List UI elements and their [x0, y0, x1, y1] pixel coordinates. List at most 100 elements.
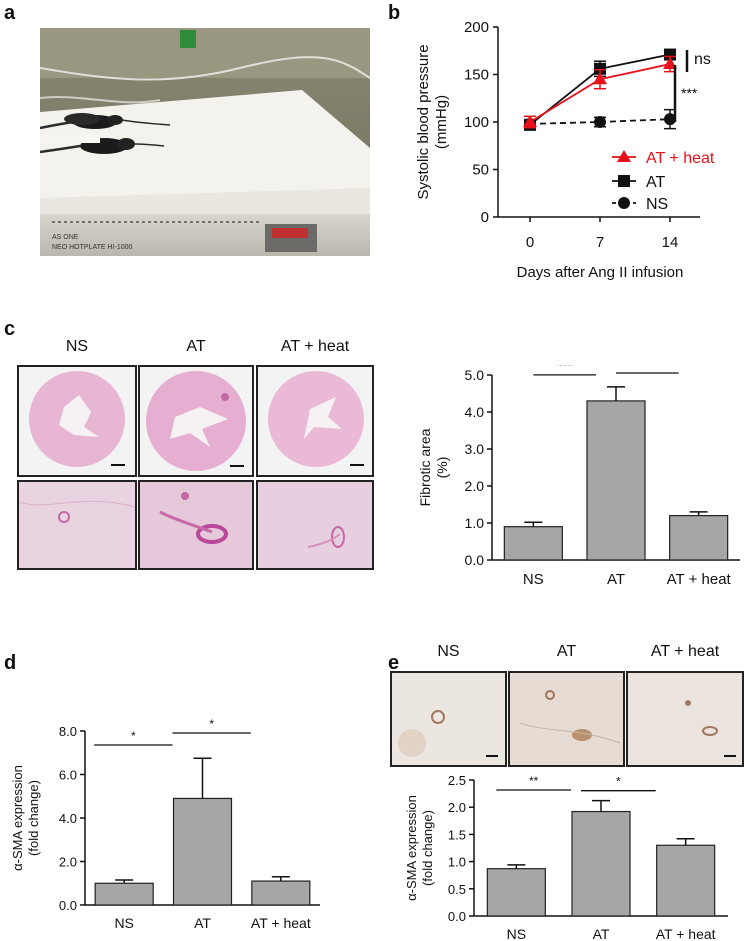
y-axis-label-d: α-SMA expression: [10, 765, 25, 871]
panel-c-col-ns: NS: [65, 338, 89, 355]
y-axis-label-c: (%): [434, 457, 450, 479]
bar-e-1: [571, 810, 631, 917]
panel-label-d: d: [4, 652, 17, 674]
x-tick-label-b: 7: [596, 234, 604, 251]
bar-c-2: [669, 515, 729, 561]
y-tick-label-d: 6.0: [59, 768, 77, 783]
significance-label-e-1: *: [616, 775, 621, 789]
y-tick-label-b: 100: [464, 114, 489, 131]
y-tick-label-e: 2.5: [448, 773, 466, 788]
legend-marker-2: [618, 197, 630, 209]
y-tick-label-e: 2.0: [448, 800, 466, 815]
y-tick-label-c: 1.0: [465, 515, 485, 531]
y-tick-label-c: 5.0: [465, 367, 485, 383]
legend-label-0: AT + heat: [646, 150, 715, 167]
legend-marker-0: [617, 150, 631, 162]
heart-zoom-at-heat: [256, 480, 374, 570]
chart-b: 0 50 100 150 200 0 7 14 Days after Ang II infusi…: [415, 19, 715, 281]
point-b-0-0: [523, 115, 537, 127]
panel-label-c: c: [4, 318, 16, 340]
panel-label-a: a: [4, 2, 16, 24]
y-tick-label-e: 0.0: [448, 909, 466, 924]
panel-e-col-at: AT: [556, 643, 577, 660]
device-brand-text: AS ONE: [52, 234, 79, 241]
y-tick-label-b: 200: [464, 19, 489, 36]
x-tick-label-c-0: NS: [523, 571, 544, 588]
y-tick-label-d: 2.0: [59, 855, 77, 870]
asma-stain-ns: [390, 671, 507, 767]
panel-e-col-ns: NS: [437, 643, 460, 660]
bar-d-2: [251, 880, 311, 906]
point-b-0-1: [593, 72, 607, 85]
x-tick-label-e-2: AT + heat: [656, 926, 716, 941]
point-b-2-2: [664, 113, 676, 126]
chart-e: 0.0 0.5 1.0 1.5 2.0 2.5 α-SMA expression (fold …: [404, 773, 728, 941]
y-tick-label-c: 0.0: [465, 552, 485, 568]
y-axis-label-e: (fold change): [420, 810, 435, 886]
chart-c: 0.0 1.0 2.0 3.0 4.0 5.0 Fibrotic area (%) NS AT AT…: [417, 365, 740, 588]
significance-label-d-0: *: [131, 729, 136, 743]
y-tick-label-e: 1.5: [448, 827, 466, 842]
x-axis-label-b: Days after Ang II infusion: [517, 264, 684, 281]
x-tick-label-b: 0: [526, 234, 534, 251]
y-tick-label-d: 0.0: [59, 898, 77, 913]
y-tick-label-e: 0.5: [448, 882, 466, 897]
panel-e-col-at-heat: AT + heat: [650, 643, 720, 660]
x-tick-label-e-0: NS: [507, 926, 526, 941]
x-tick-label-d-2: AT + heat: [251, 915, 311, 931]
asma-stain-at: [508, 671, 625, 767]
heart-section-at: [138, 365, 254, 477]
point-b-1-2: [664, 48, 676, 61]
bar-c-0: [503, 526, 563, 561]
y-tick-label-c: 3.0: [465, 441, 485, 457]
y-tick-label-e: 1.0: [448, 855, 466, 870]
x-tick-label-d-1: AT: [194, 915, 211, 931]
device-model-text: NEO HOTPLATE HI-1000: [52, 244, 133, 251]
heart-zoom-at: [138, 480, 254, 570]
y-axis-label-e: α-SMA expression: [404, 795, 419, 901]
y-axis-label-b: Systolic blood pressure: [415, 44, 432, 199]
y-axis-label-d: (fold change): [26, 780, 41, 856]
y-tick-label-c: 2.0: [465, 478, 485, 494]
bar-d-0: [94, 882, 154, 906]
point-b-0-2: [663, 57, 677, 70]
significance-label-e-0: **: [529, 774, 539, 788]
point-b-1-1: [594, 62, 606, 75]
y-tick-label-d: 8.0: [59, 724, 77, 739]
significance-label-c-0: ***: [557, 365, 572, 373]
x-tick-label-b: 14: [662, 234, 679, 251]
bar-c-1: [586, 400, 646, 561]
heart-zoom-ns: [17, 480, 137, 570]
panel-c-col-at: AT: [186, 338, 206, 355]
y-tick-label-c: 4.0: [465, 404, 485, 420]
chart-d: 0.0 2.0 4.0 6.0 8.0 α-SMA expression (fold cha…: [10, 717, 320, 931]
significance-label-c-1: ***: [640, 365, 655, 371]
asma-stain-at-heat: [626, 671, 744, 767]
annotation-ns: ns: [694, 51, 711, 68]
bar-d-1: [172, 797, 233, 906]
legend-label-1: AT: [646, 174, 665, 191]
legend-marker-1: [618, 175, 630, 187]
panel-c-col-at-heat: AT + heat: [280, 338, 350, 355]
panel-label-b: b: [388, 2, 401, 24]
y-tick-label-b: 0: [481, 209, 489, 226]
y-axis-label-b: (mmHg): [433, 95, 450, 149]
x-tick-label-c-2: AT + heat: [667, 571, 732, 588]
heart-section-at-heat: [256, 365, 374, 477]
legend-label-2: NS: [646, 196, 668, 213]
y-tick-label-d: 4.0: [59, 811, 77, 826]
significance-label-d-1: *: [209, 717, 214, 731]
x-tick-label-d-0: NS: [114, 915, 133, 931]
y-tick-label-b: 150: [464, 67, 489, 84]
y-axis-label-c: Fibrotic area: [417, 428, 433, 506]
x-tick-label-e-1: AT: [593, 926, 610, 941]
y-tick-label-b: 50: [472, 162, 489, 179]
annotation-triple-star: ***: [681, 85, 698, 101]
hotplate-photo: AS ONE NEO HOTPLATE HI-1000: [40, 28, 370, 256]
point-b-2-1: [594, 116, 606, 128]
x-tick-label-c-1: AT: [607, 571, 625, 588]
panel-label-e: e: [388, 652, 400, 674]
heart-section-ns: [17, 365, 137, 477]
bar-e-2: [656, 844, 716, 917]
bar-e-0: [486, 868, 546, 917]
